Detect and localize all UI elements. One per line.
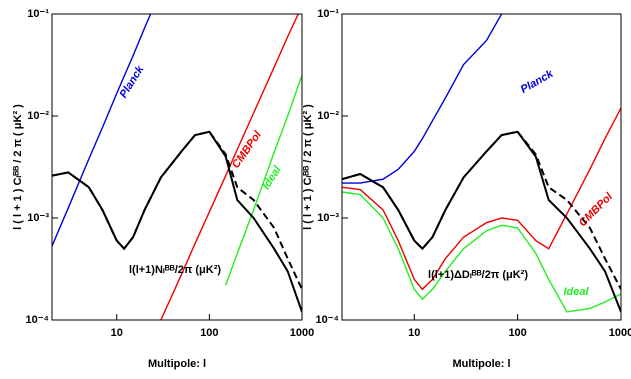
x-axis-label: Multipole: l (452, 358, 510, 370)
y-tick-label: 10⁻¹ (27, 8, 49, 20)
series-label: Planck (519, 67, 556, 96)
y-tick-label: 10⁻² (27, 110, 49, 122)
y-tick-label: 10⁻¹ (317, 8, 339, 20)
series-line (342, 130, 621, 290)
plot-area (52, 14, 302, 320)
y-tick-label: 10⁻⁴ (316, 314, 339, 326)
y-axis-label: l ( l + 1 ) Cₗᴮᴮ / 2 π ( μK² ) (12, 104, 24, 230)
series-label: CMBPol (577, 190, 616, 229)
x-tick-label: 100 (200, 327, 218, 339)
x-tick-label: 1000 (609, 327, 631, 339)
panel: 10 100 1000 10⁻⁴ 10⁻³ 10⁻² 10⁻¹ Planck CMBPol Ide… (302, 8, 631, 370)
x-tick-label: 100 (508, 327, 526, 339)
plot-frame (51, 13, 303, 321)
panel: 10 100 100010⁻⁴10⁻³10⁻²10⁻¹PlanckCMBPolIde… (12, 8, 314, 370)
series-line (225, 75, 302, 286)
y-tick-label: 10⁻³ (317, 212, 339, 224)
series-label: Ideal (260, 163, 284, 191)
y-tick-label: 10⁻⁴ (26, 314, 49, 326)
series-line (342, 107, 621, 291)
y-tick-label: 10⁻² (317, 110, 339, 122)
x-tick-label: 10 (408, 327, 420, 339)
x-tick-label: 1000 (290, 327, 314, 339)
plot-frame (341, 13, 622, 321)
series-line (160, 14, 299, 320)
series-label: CMBPol (230, 128, 265, 170)
plot-area (342, 14, 621, 313)
x-tick-label: 10 (111, 327, 123, 339)
y-axis-label: l ( l + 1 ) Cₗᴮᴮ / 2 π ( μK² ) (302, 104, 314, 230)
series-line (342, 191, 621, 313)
x-axis-label: Multipole: l (148, 358, 206, 370)
series-line (52, 14, 152, 247)
series-line (342, 14, 503, 184)
y-tick-label: 10⁻³ (27, 212, 49, 224)
series-label: Ideal (563, 286, 589, 298)
annotation: l(l+1)ΔDₗᴮᴮ/2π (μK²) (428, 269, 528, 281)
series-line (52, 130, 302, 290)
annotation: l(l+1)Nₗᴮᴮ/2π (μK²) (129, 264, 221, 276)
